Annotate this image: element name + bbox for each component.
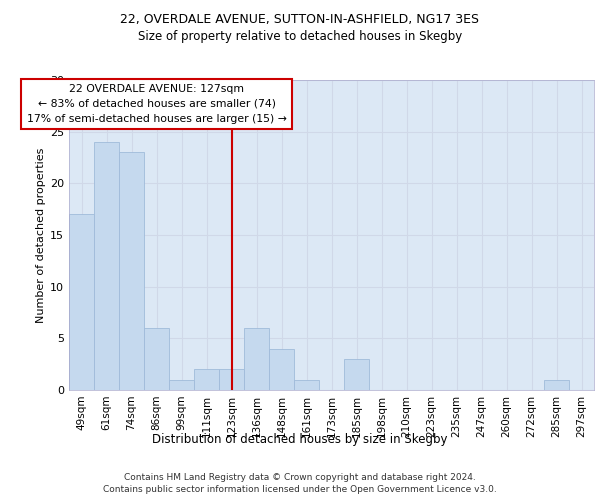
Bar: [169, 380, 194, 390]
Bar: [194, 370, 219, 390]
Bar: [219, 370, 244, 390]
Bar: [344, 359, 369, 390]
Bar: [119, 152, 144, 390]
Text: 22, OVERDALE AVENUE, SUTTON-IN-ASHFIELD, NG17 3ES: 22, OVERDALE AVENUE, SUTTON-IN-ASHFIELD,…: [121, 12, 479, 26]
Bar: [144, 328, 169, 390]
Text: Size of property relative to detached houses in Skegby: Size of property relative to detached ho…: [138, 30, 462, 43]
Bar: [544, 380, 569, 390]
Text: Contains HM Land Registry data © Crown copyright and database right 2024.
Contai: Contains HM Land Registry data © Crown c…: [103, 472, 497, 494]
Bar: [69, 214, 94, 390]
Bar: [94, 142, 119, 390]
Text: Distribution of detached houses by size in Skegby: Distribution of detached houses by size …: [152, 432, 448, 446]
Bar: [244, 328, 269, 390]
Y-axis label: Number of detached properties: Number of detached properties: [36, 148, 46, 322]
Bar: [294, 380, 319, 390]
Text: 22 OVERDALE AVENUE: 127sqm
← 83% of detached houses are smaller (74)
17% of semi: 22 OVERDALE AVENUE: 127sqm ← 83% of deta…: [26, 84, 286, 124]
Bar: [269, 348, 294, 390]
